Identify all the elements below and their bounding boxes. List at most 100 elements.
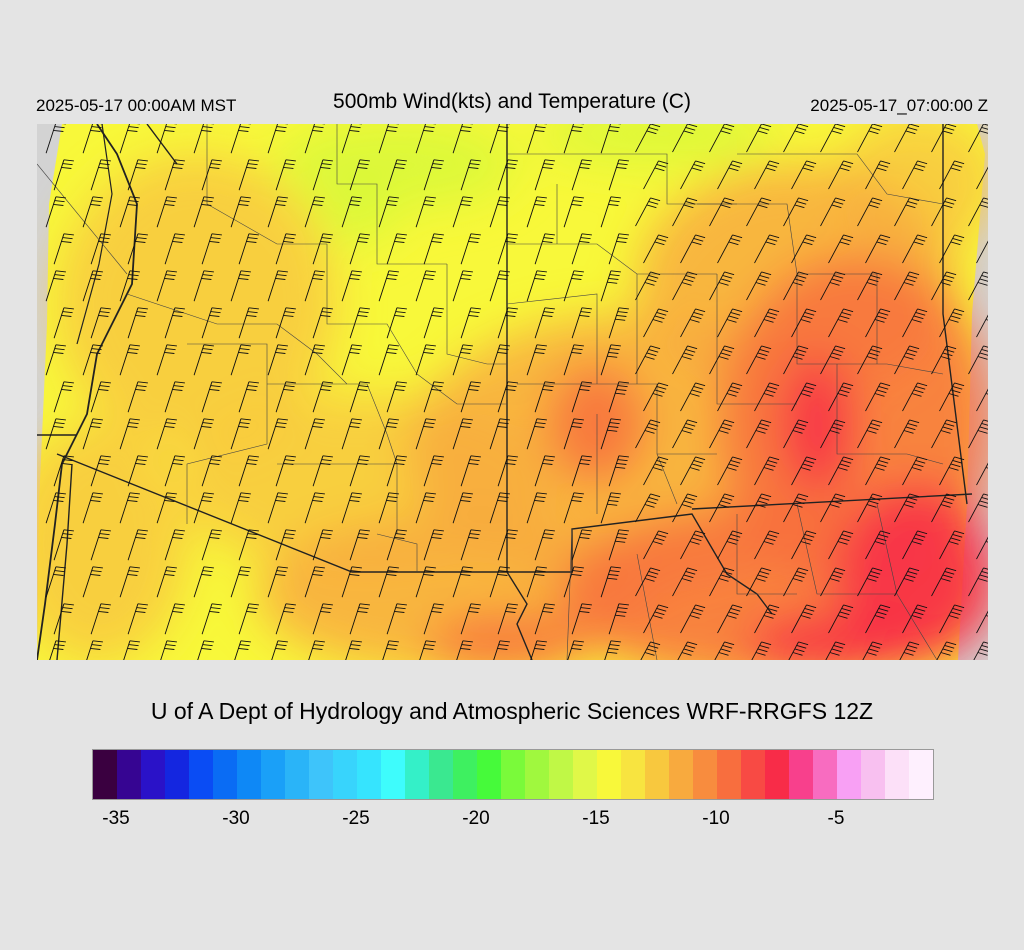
- wind-barb: [193, 566, 214, 598]
- wind-barb: [635, 197, 661, 227]
- wind-barb: [571, 529, 592, 561]
- wind-barb: [119, 492, 140, 524]
- wind-barb: [234, 640, 251, 660]
- wind-barb: [230, 418, 251, 450]
- wind-barb: [600, 492, 621, 524]
- wind-barb: [193, 418, 214, 450]
- wind-barb: [571, 603, 592, 635]
- wind-barb: [783, 271, 809, 301]
- wind-barb: [497, 233, 518, 265]
- valid-time-local: 2025-05-17 00:00AM MST: [36, 96, 237, 115]
- wind-barb: [156, 492, 177, 524]
- wind-barb: [193, 492, 214, 524]
- wind-barb: [600, 418, 621, 450]
- wind-barb: [489, 270, 510, 302]
- wind-barb: [119, 566, 140, 598]
- wind-barb: [820, 271, 846, 301]
- wind-barb: [489, 492, 510, 524]
- colorbar-swatch: [549, 750, 573, 799]
- wind-barb: [526, 270, 547, 302]
- wind-barb: [902, 604, 928, 634]
- wind-barb: [341, 492, 362, 524]
- colorbar-swatch: [141, 750, 165, 799]
- wind-barb: [717, 234, 743, 264]
- wind-barb: [267, 344, 288, 376]
- wind-barb: [275, 603, 296, 635]
- wind-barb: [526, 492, 547, 524]
- wind-barb: [230, 492, 251, 524]
- wind-barb: [902, 382, 928, 412]
- wind-barb: [238, 603, 259, 635]
- wind-barb: [452, 566, 473, 598]
- wind-barb: [931, 567, 957, 597]
- wind-barb: [341, 124, 362, 154]
- wind-barb: [939, 604, 965, 634]
- wind-barb: [267, 566, 288, 598]
- wind-barb: [643, 530, 669, 560]
- wind-barb: [968, 197, 988, 227]
- wind-barb: [423, 455, 444, 487]
- wind-barb: [349, 455, 370, 487]
- wind-barb: [201, 159, 222, 191]
- wind-barb: [600, 124, 621, 154]
- wind-barb: [976, 240, 988, 264]
- wind-barb: [894, 124, 920, 153]
- wind-barb: [82, 124, 103, 154]
- colorbar-tick-label: -20: [462, 808, 490, 829]
- wind-barb: [304, 270, 325, 302]
- wind-barb: [493, 640, 510, 660]
- wind-barb: [230, 344, 251, 376]
- wind-barb: [571, 307, 592, 339]
- wind-barb: [754, 456, 780, 486]
- wind-barb: [709, 197, 735, 227]
- wind-barb: [931, 197, 957, 227]
- wind-barb: [53, 603, 74, 635]
- wind-barb: [238, 381, 259, 413]
- wind-barb: [312, 307, 333, 339]
- wind-barb: [973, 641, 988, 660]
- wind-barb: [635, 345, 661, 375]
- wind-barb: [127, 455, 148, 487]
- wind-barb: [931, 124, 957, 153]
- wind-barb: [672, 345, 698, 375]
- wind-barb: [600, 566, 621, 598]
- wind-barb: [526, 124, 547, 154]
- wind-barb: [709, 345, 735, 375]
- wind-barb: [754, 160, 780, 190]
- wind-barb: [608, 603, 629, 635]
- wind-barb: [857, 493, 883, 523]
- wind-barb: [304, 196, 325, 228]
- colorbar-swatch: [885, 750, 909, 799]
- wind-barb: [90, 381, 111, 413]
- map-panel: [37, 124, 988, 660]
- wind-barb: [563, 566, 584, 598]
- wind-barb: [936, 641, 957, 660]
- wind-barb: [643, 234, 669, 264]
- wind-barb: [127, 381, 148, 413]
- wind-barb: [746, 124, 772, 153]
- wind-barb: [489, 196, 510, 228]
- wind-barb: [497, 307, 518, 339]
- wind-barb: [349, 307, 370, 339]
- wind-barb: [968, 271, 988, 301]
- wind-barb: [164, 307, 185, 339]
- wind-barb: [976, 610, 988, 634]
- wind-barb: [230, 270, 251, 302]
- wind-barb: [894, 419, 920, 449]
- wind-barb: [791, 234, 817, 264]
- wind-barb: [563, 270, 584, 302]
- wind-barb: [746, 271, 772, 301]
- wind-barb: [534, 159, 555, 191]
- wind-barb: [201, 381, 222, 413]
- wind-barb: [193, 270, 214, 302]
- wind-barb: [709, 493, 735, 523]
- wind-barb: [526, 418, 547, 450]
- colorbar-swatch: [309, 750, 333, 799]
- wind-barb: [452, 124, 473, 154]
- wind-barb: [672, 567, 698, 597]
- wind-barb: [865, 456, 891, 486]
- wind-barb: [968, 493, 988, 523]
- wind-barb: [267, 196, 288, 228]
- wind-barb: [791, 160, 817, 190]
- wind-barb: [635, 124, 661, 153]
